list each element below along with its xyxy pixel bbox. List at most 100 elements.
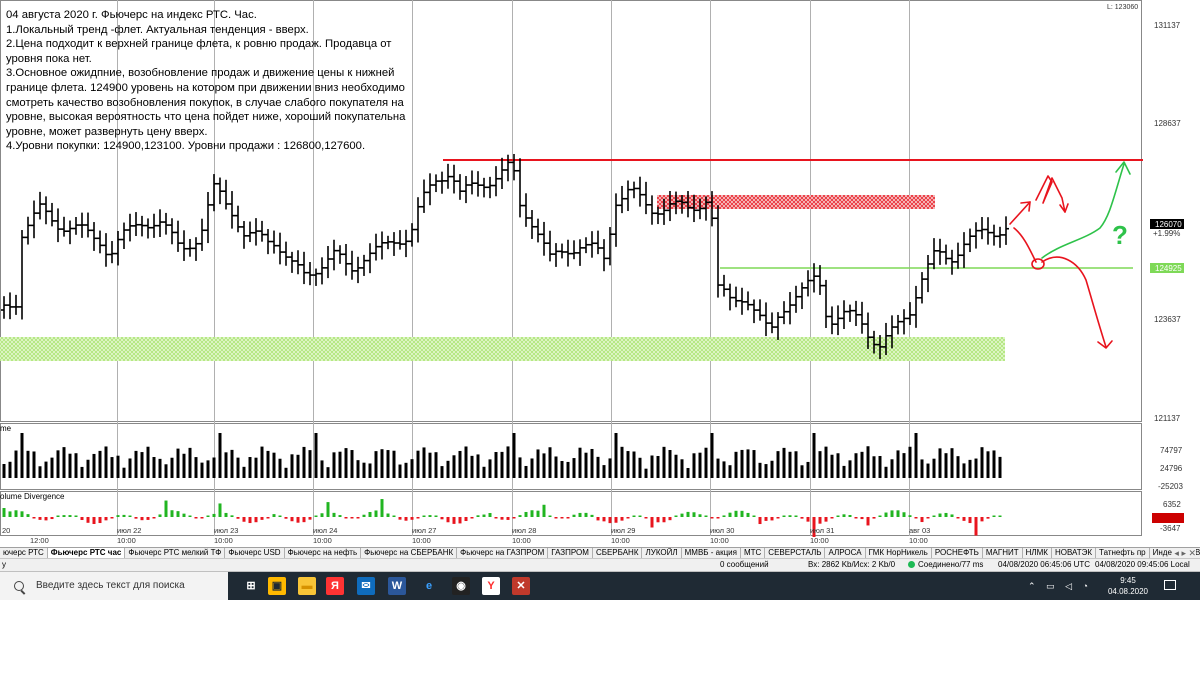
search-placeholder: Введите здесь текст для поиска [36, 580, 185, 591]
clock-date: 04.08.2020 [1107, 587, 1149, 596]
tab-item[interactable]: Фьючерс на СБЕРБАНК [361, 548, 458, 558]
price-label-2: 128637 [1154, 119, 1181, 128]
divergence-bar [746, 512, 750, 517]
price-chart[interactable]: ? L: 123060 131137 128637 123637 121137 … [0, 0, 1200, 547]
volume-bar [218, 433, 222, 478]
tab-item[interactable]: Фьючерс на нефть [285, 548, 362, 558]
divergence-bar [872, 517, 876, 519]
taskbar-clock[interactable]: 9:45 04.08.2020 [1100, 575, 1156, 597]
tab-item[interactable]: Фьючерс USD [225, 548, 285, 558]
volume-bar [92, 453, 96, 478]
volume-bar [770, 460, 774, 478]
tab-item[interactable]: ГМК НорНикель [866, 548, 932, 558]
tab-item[interactable]: ючерс РТС [0, 548, 48, 558]
divergence-bar [962, 517, 966, 521]
volume-bar [836, 453, 840, 478]
volume-bar [440, 466, 444, 478]
tab-item[interactable]: Фьючерс РТС час [47, 548, 126, 558]
divergence-bar [518, 515, 522, 517]
volume-bars [2, 433, 1002, 478]
status-left: y [2, 560, 6, 569]
system-tray[interactable]: ⌃ ▭ ◁ ◔ [1028, 572, 1088, 600]
tab-item[interactable]: МТС [741, 548, 766, 558]
messages-count[interactable]: 0 сообщений [720, 560, 769, 569]
tab-item[interactable]: Фьючерс на ГАЗПРОМ [457, 548, 549, 558]
volume-bar [626, 451, 630, 478]
utc-time: 04/08/2020 06:45:06 UTC [998, 560, 1091, 569]
divergence-bar [308, 517, 312, 520]
tab-item[interactable]: НЛМК [1023, 548, 1052, 558]
tab-item[interactable]: ГАЗПРОМ [548, 548, 593, 558]
volume-bar [638, 457, 642, 478]
volume-bar [950, 448, 954, 478]
svg-text:24796: 24796 [1160, 464, 1183, 473]
divergence-bar [422, 515, 426, 517]
chevron-up-icon[interactable]: ⌃ [1028, 581, 1036, 591]
divergence-bar [98, 517, 102, 524]
tab-item[interactable]: АЛРОСА [825, 548, 866, 558]
trading-app-icon[interactable]: ✕ [512, 577, 530, 595]
yandex-browser-icon[interactable]: Y [482, 577, 500, 595]
volume-bar [482, 466, 486, 478]
divergence-bar [416, 517, 420, 519]
maps-icon[interactable]: ◉ [452, 577, 470, 595]
volume-bar [140, 452, 144, 478]
store-icon[interactable]: ▣ [268, 577, 286, 595]
mail-icon[interactable]: ✉ [357, 577, 375, 595]
volume-bar [614, 433, 618, 478]
divergence-title: olume Divergence [0, 492, 65, 501]
volume-bar [50, 457, 54, 478]
yandex-icon[interactable]: Я [326, 577, 344, 595]
tab-item[interactable]: Татнефть пр [1096, 548, 1150, 558]
folder-icon[interactable]: ▬ [298, 577, 316, 595]
ohlc-bars [1, 153, 1009, 360]
wifi-icon[interactable]: ◔ [1082, 581, 1088, 591]
volume-bar [422, 447, 426, 478]
volume-icon[interactable]: ◁ [1065, 581, 1073, 591]
tab-scroll-icons[interactable]: ◂ ▸ ✕ [1172, 548, 1196, 558]
divergence-bar [524, 511, 528, 517]
volume-bar [500, 451, 504, 478]
network-icon[interactable]: ▭ [1046, 581, 1055, 591]
volume-bar [80, 466, 84, 478]
tab-item[interactable]: СЕВЕРСТАЛЬ [765, 548, 826, 558]
volume-bar [410, 459, 414, 478]
svg-text:июл 29: июл 29 [611, 526, 635, 535]
svg-text:июл 24: июл 24 [313, 526, 337, 535]
volume-bar [200, 462, 204, 478]
volume-bar [890, 459, 894, 478]
divergence-bar [188, 515, 192, 517]
divergence-bar [626, 517, 630, 519]
tab-item[interactable]: Фьючерс РТС мелкий ТФ [125, 548, 226, 558]
tab-item[interactable]: СБЕРБАНК [593, 548, 643, 558]
task-view-icon[interactable]: ⊞ [246, 580, 256, 592]
volume-title: me [0, 424, 12, 433]
volume-bar [170, 457, 174, 478]
volume-bar [350, 450, 354, 478]
divergence-bar [884, 512, 888, 517]
divergence-bar [710, 517, 714, 519]
divergence-bar [470, 517, 474, 519]
volume-bar [674, 454, 678, 478]
volume-bar [704, 447, 708, 478]
volume-bar [590, 448, 594, 478]
volume-bar [944, 453, 948, 478]
edge-icon[interactable]: e [425, 580, 433, 592]
notification-icon[interactable] [1164, 580, 1176, 590]
word-icon[interactable]: W [388, 577, 406, 595]
divergence-bar [818, 517, 822, 524]
volume-bar [986, 451, 990, 478]
divergence-bar [956, 517, 960, 519]
divergence-bar [920, 517, 924, 523]
tab-item[interactable]: ММВБ - акция [682, 548, 741, 558]
volume-bar [308, 450, 312, 478]
volume-bar [74, 453, 78, 478]
tab-item[interactable]: ЛУКОЙЛ [642, 548, 682, 558]
price-label-1: 131137 [1154, 21, 1181, 30]
tab-item[interactable]: МАГНИТ [983, 548, 1023, 558]
tab-item[interactable]: РОСНЕФТЬ [932, 548, 983, 558]
volume-bar [842, 465, 846, 478]
tab-item[interactable]: НОВАТЭК [1052, 548, 1097, 558]
volume-bar [584, 452, 588, 478]
taskbar-search[interactable]: Введите здесь текст для поиска [0, 572, 228, 600]
